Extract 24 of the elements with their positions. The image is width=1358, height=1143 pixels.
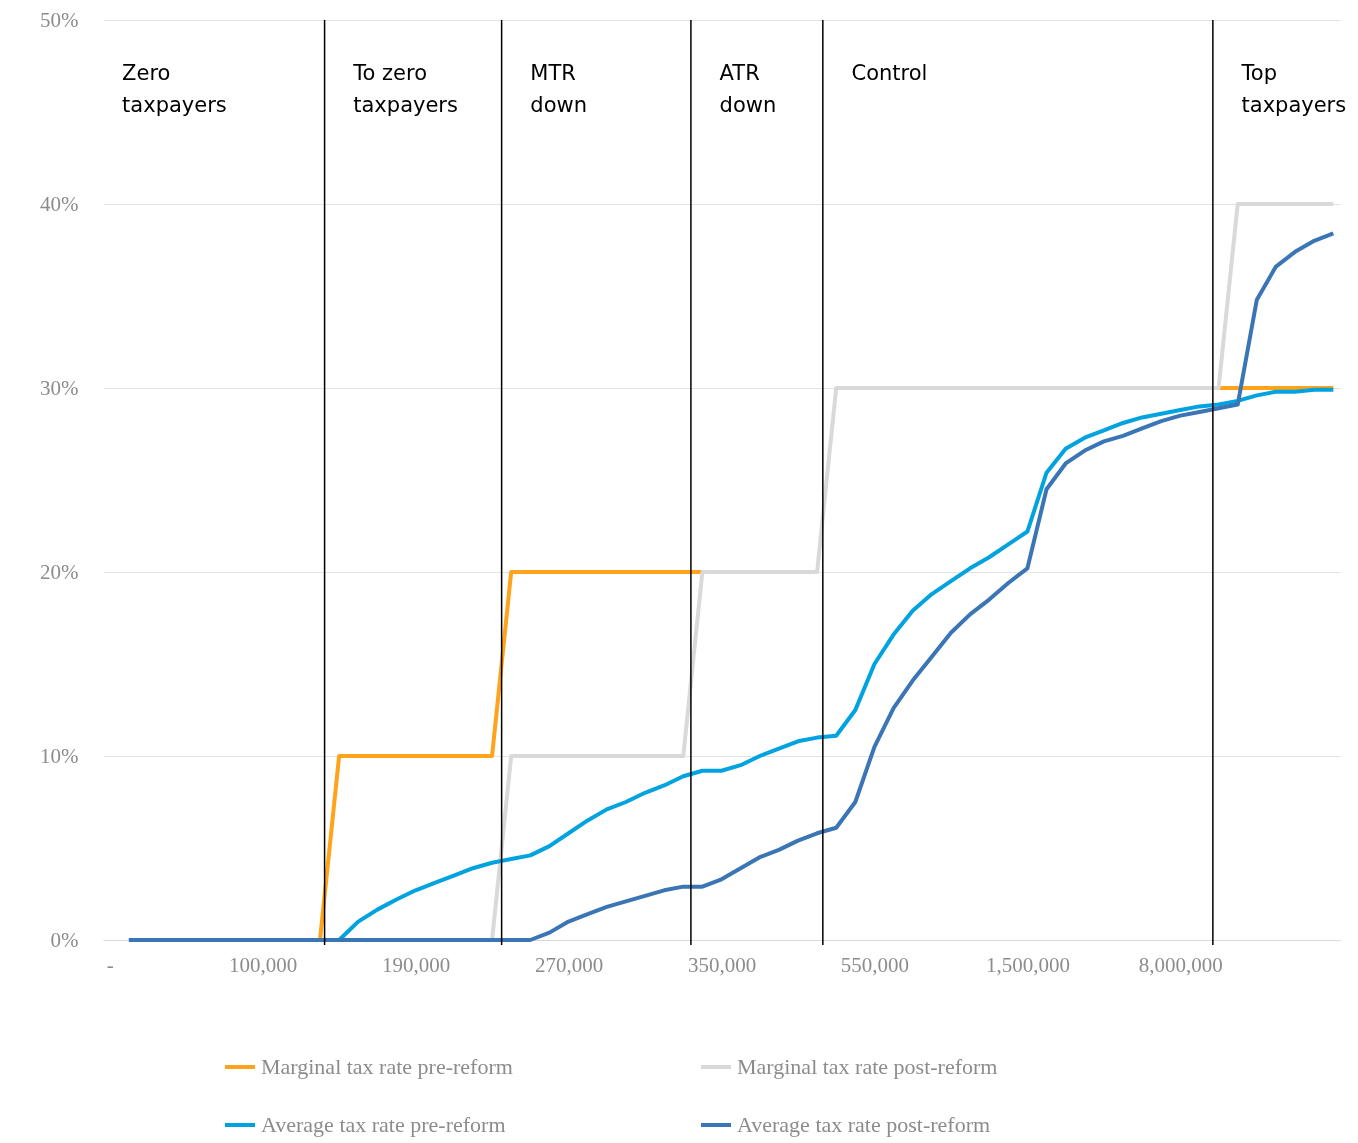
x-tick-label: 100,000 (229, 952, 298, 977)
legend-label: Marginal tax rate post-reform (737, 1054, 998, 1079)
y-tick-label: 20% (40, 559, 79, 584)
y-tick-label: 50% (40, 7, 79, 32)
y-tick-label: 0% (50, 927, 79, 952)
x-tick-label: 550,000 (840, 952, 910, 977)
y-tick-label: 40% (40, 191, 79, 216)
annotation: ATR down (719, 61, 777, 117)
legend-label: Average tax rate pre-reform (261, 1112, 506, 1137)
annotation: To zero taxpayers (352, 61, 458, 117)
x-tick-label: - (106, 952, 114, 977)
annotation: MTR down (530, 61, 587, 117)
y-tick-label: 10% (40, 743, 79, 768)
x-tick-label: 8,000,000 (1138, 952, 1223, 977)
x-tick-label: 270,000 (534, 952, 604, 977)
annotation: Top taxpayers (1240, 61, 1347, 117)
legend-label: Marginal tax rate pre-reform (261, 1054, 513, 1079)
legend-label: Average tax rate post-reform (737, 1112, 991, 1137)
x-tick-label: 350,000 (687, 952, 757, 977)
annotation: Zero taxpayers (122, 61, 227, 117)
y-tick-label: 30% (40, 375, 79, 400)
x-tick-label: 190,000 (381, 952, 451, 977)
x-tick-label: 1,500,000 (985, 952, 1070, 977)
annotation: Control (851, 61, 928, 85)
